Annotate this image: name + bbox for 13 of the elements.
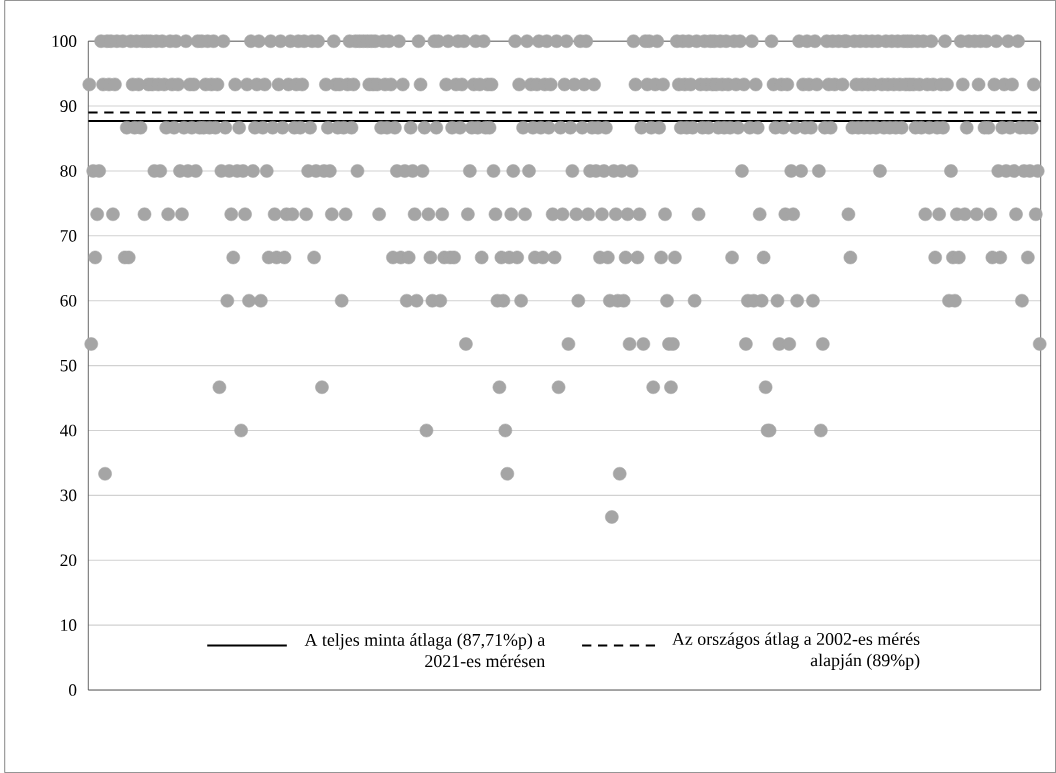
y-tick-label: 40 — [60, 424, 77, 437]
y-tick-label: 20 — [60, 554, 77, 567]
y-tick-label: 70 — [60, 230, 77, 242]
y-tick-label: 0 — [69, 684, 77, 696]
y-tick-label: 90 — [60, 100, 77, 112]
y-tick-label: 80 — [60, 165, 77, 177]
y-tick-label: 60 — [60, 294, 77, 307]
legend-label: Az országos átlag a 2002-es mérés alapján (89%p) — [672, 632, 920, 670]
legend-label: A teljes minta átlaga (87,71%p) a 2021-es mérésen — [304, 633, 546, 668]
y-tick-label: 100 — [52, 35, 77, 47]
y-tick-label: 50 — [60, 359, 77, 372]
y-tick-label: 10 — [61, 619, 77, 631]
y-tick-label: 30 — [60, 489, 77, 502]
